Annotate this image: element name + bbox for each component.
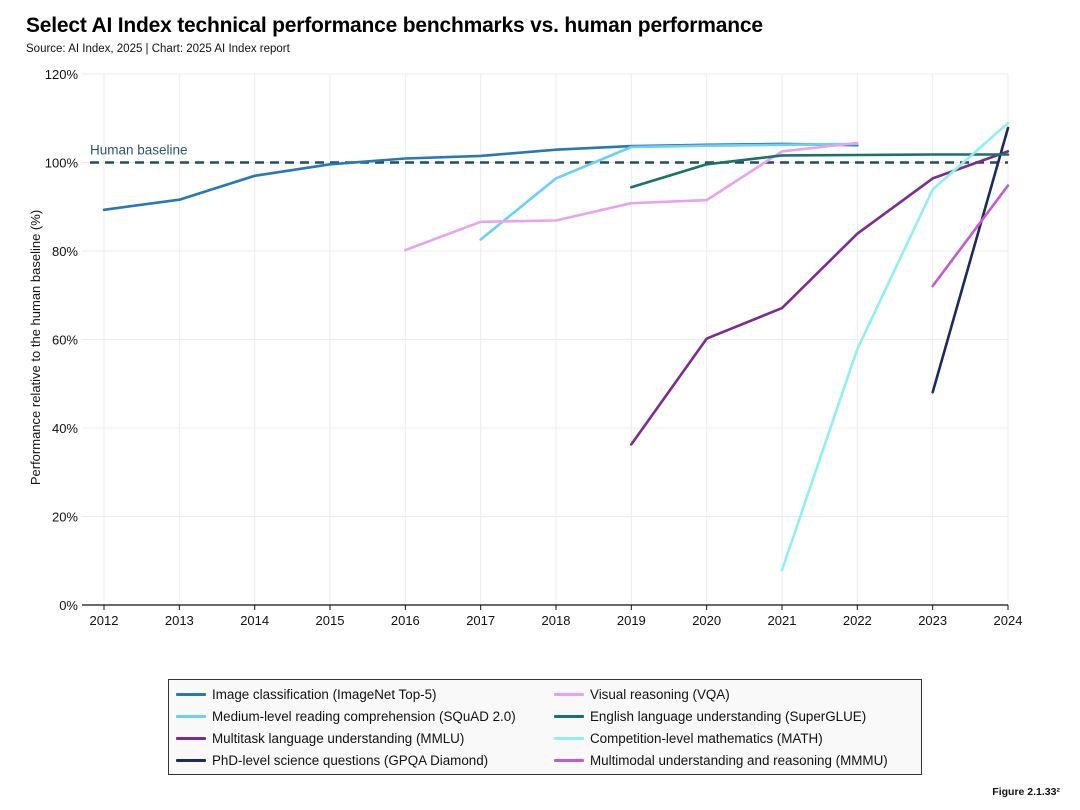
legend-item: English language understanding (SuperGLU…: [554, 705, 914, 727]
series-multimodal-understanding-and-reasoning-mmmu: [931, 184, 1010, 288]
x-tick-label: 2022: [843, 613, 872, 628]
series-line: [931, 126, 1010, 394]
legend-item: PhD-level science questions (GPQA Diamon…: [176, 749, 554, 771]
series-competition-level-mathematics-math: [780, 121, 1010, 572]
x-tick-label: 2021: [768, 613, 797, 628]
y-axis-title: Performance relative to the human baseli…: [28, 210, 43, 485]
chart-subtitle: Source: AI Index, 2025 | Chart: 2025 AI …: [26, 43, 290, 55]
data-series: [102, 121, 1010, 572]
legend-item: Image classification (ImageNet Top-5): [176, 683, 554, 705]
x-tick-label: 2018: [542, 613, 571, 628]
legend-label: PhD-level science questions (GPQA Diamon…: [212, 752, 489, 768]
x-tick-label: 2012: [90, 613, 119, 628]
line-chart: Human baseline 0% 20% 40% 60% 80% 100% 120% 201…: [28, 67, 1022, 628]
legend-item: Visual reasoning (VQA): [554, 683, 914, 705]
series-line: [630, 150, 1010, 446]
series-line: [479, 142, 859, 241]
legend-swatch: [176, 758, 206, 762]
series-multitask-language-understanding-mmlu: [630, 150, 1010, 446]
x-tick-label: 2013: [165, 613, 194, 628]
legend-label: Medium-level reading comprehension (SQuA…: [212, 708, 516, 724]
x-tick-label: 2015: [316, 613, 345, 628]
legend-grid: Image classification (ImageNet Top-5) Vis…: [169, 680, 921, 771]
legend-swatch: [554, 736, 584, 740]
legend-item: Multimodal understanding and reasoning (…: [554, 749, 914, 771]
y-tick-label: 120%: [45, 67, 79, 82]
legend: Image classification (ImageNet Top-5) Vis…: [168, 679, 922, 775]
series-line: [780, 121, 1010, 572]
legend-label: Competition-level mathematics (MATH): [590, 730, 823, 746]
x-tick-label: 2020: [692, 613, 721, 628]
y-tick-label: 0%: [59, 598, 78, 613]
axes: [82, 604, 1009, 610]
x-tick-label: 2016: [391, 613, 420, 628]
legend-swatch: [554, 714, 584, 718]
legend-swatch: [176, 692, 206, 696]
x-tick-label: 2017: [466, 613, 495, 628]
y-tick-label: 60%: [52, 333, 78, 348]
y-tick-label: 100%: [45, 156, 79, 171]
legend-item: Competition-level mathematics (MATH): [554, 727, 914, 749]
series-line: [931, 184, 1010, 288]
human-baseline: Human baseline: [90, 143, 1008, 164]
y-tick-label: 40%: [52, 421, 78, 436]
y-tick-label: 80%: [52, 244, 78, 259]
series-visual-reasoning-vqa: [404, 141, 859, 252]
axis-labels: 0% 20% 40% 60% 80% 100% 120% 2012 2013 2014 2015 20…: [28, 67, 1022, 628]
series-phd-level-science-questions-gpqa-diamond: [931, 126, 1010, 394]
series-line: [630, 153, 1010, 189]
legend-label: Multimodal understanding and reasoning (…: [590, 752, 888, 768]
legend-label: Visual reasoning (VQA): [590, 686, 730, 702]
y-tick-label: 20%: [52, 510, 78, 525]
series-medium-level-reading-comprehension-squad-2-0: [479, 142, 859, 241]
x-tick-label: 2024: [994, 613, 1023, 628]
legend-label: Image classification (ImageNet Top-5): [212, 686, 437, 702]
series-english-language-understanding-superglue: [630, 153, 1010, 189]
chart-title: Select AI Index technical performance be…: [26, 14, 763, 37]
human-baseline-label: Human baseline: [90, 143, 188, 158]
legend-swatch: [176, 736, 206, 740]
legend-label: Multitask language understanding (MMLU): [212, 730, 465, 746]
legend-item: Medium-level reading comprehension (SQuA…: [176, 705, 554, 727]
x-tick-label: 2014: [240, 613, 269, 628]
x-tick-label: 2019: [617, 613, 646, 628]
legend-label: English language understanding (SuperGLU…: [590, 708, 867, 724]
x-tick-label: 2023: [918, 613, 947, 628]
legend-item: Multitask language understanding (MMLU): [176, 727, 554, 749]
figure-label: Figure 2.1.33²: [992, 786, 1060, 798]
legend-swatch: [554, 758, 584, 762]
legend-swatch: [554, 692, 584, 696]
legend-swatch: [176, 714, 206, 718]
